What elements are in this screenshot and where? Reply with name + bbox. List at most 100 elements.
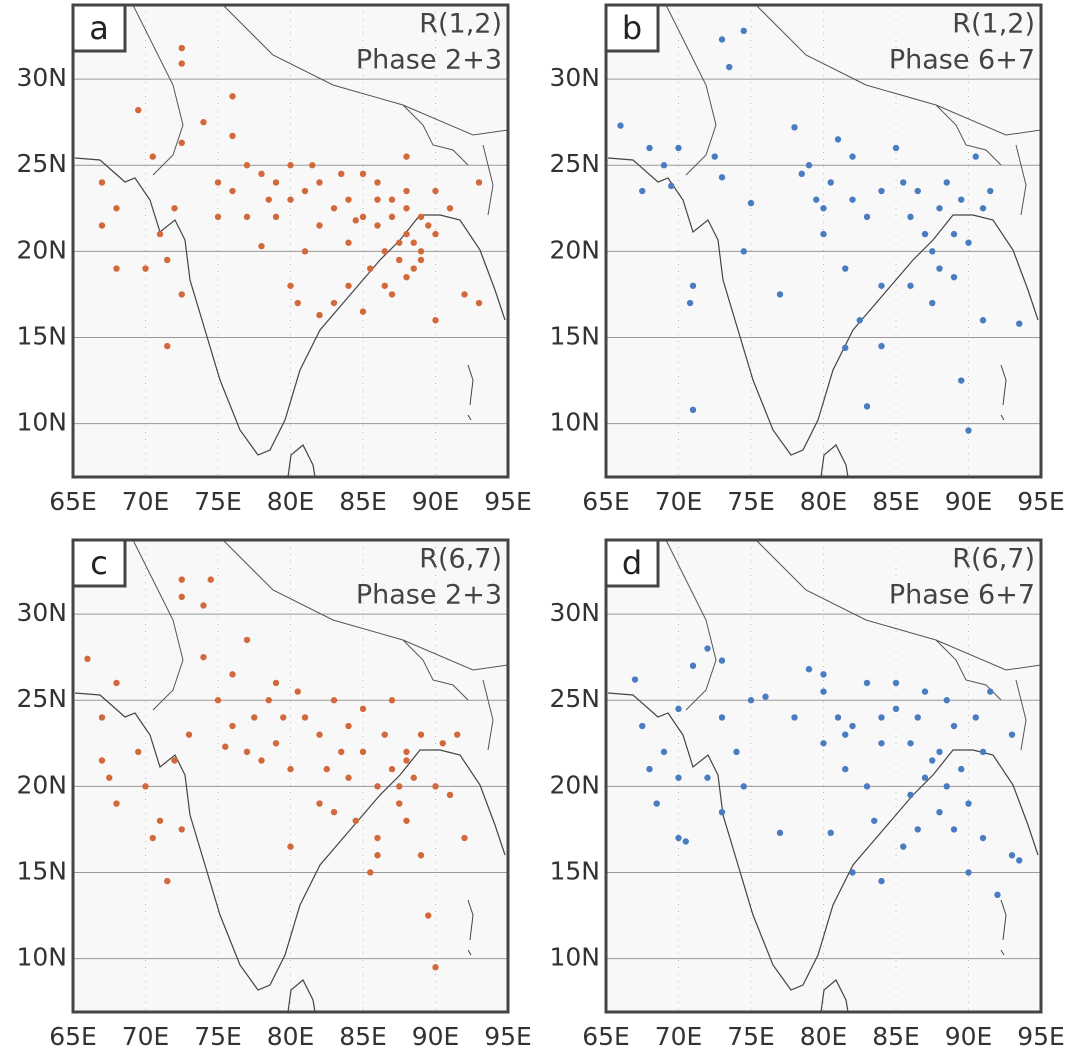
point [200,602,207,609]
point [417,248,425,255]
point [454,731,461,738]
y-tick-label: 25N [16,149,67,178]
point [388,196,396,203]
point [113,205,120,212]
point [987,688,994,695]
y-tick-label: 20N [549,770,600,799]
x-tick-label: 75E [727,487,775,516]
point [403,817,410,824]
point [813,196,820,203]
panel-letter: c [90,544,108,582]
point [330,299,338,307]
point [461,291,468,298]
x-tick-label: 90E [945,1022,993,1051]
point [718,174,726,181]
point [776,291,784,298]
point [660,162,668,169]
y-tick-label: 15N [549,321,600,350]
point [142,265,149,272]
point [309,162,316,169]
point [675,834,682,842]
point [718,36,726,43]
point [914,187,921,195]
point [178,60,185,67]
x-tick-label: 90E [412,487,460,516]
point [820,688,827,695]
y-tick-label: 30N [16,63,67,92]
y-tick-label: 15N [549,856,600,885]
point [929,757,936,764]
point [849,869,856,876]
point [171,205,178,212]
point [330,205,338,212]
point [243,748,251,756]
point [403,757,410,764]
point [338,170,345,178]
point [950,230,958,238]
x-tick-label: 70E [122,487,170,516]
point [856,317,863,324]
frame [71,538,510,1014]
point [965,869,972,876]
point [367,869,374,876]
point [425,222,432,229]
point [403,153,410,160]
point [352,817,359,824]
point [704,645,711,652]
point [156,230,164,238]
panel-title: Phase 2+3 [356,45,502,76]
point [243,213,251,221]
point [229,132,236,140]
point [475,179,483,186]
point [417,213,425,221]
x-tick-label: 75E [194,487,242,516]
point [849,196,856,203]
point [149,153,156,160]
point [740,27,747,35]
y-tick-label: 15N [16,856,67,885]
point [403,230,410,238]
point [936,808,943,816]
point [142,783,149,790]
point [439,740,446,747]
point [791,124,798,131]
point [965,239,972,246]
point [979,205,987,212]
point [689,406,697,414]
point [1008,852,1016,859]
point [374,196,381,203]
x-tick-label: 65E [582,1022,630,1051]
point [726,63,733,71]
x-tick-label: 85E [872,1022,920,1051]
point [417,852,425,859]
point [359,170,367,178]
point [396,800,403,807]
point [287,162,294,169]
point [178,44,185,52]
y-tick-label: 25N [549,684,600,713]
point [200,118,207,126]
x-tick-label: 85E [339,487,387,516]
point [834,714,842,721]
x-tick-label: 95E [484,1022,532,1051]
panel-title: R(6,7) [419,544,502,575]
point [639,722,646,730]
point [338,748,345,756]
point [798,170,805,178]
point [718,808,726,816]
plot-background [73,540,508,1012]
point [345,282,352,289]
point [345,774,352,781]
point [106,774,113,781]
point [849,722,856,730]
point [446,205,454,212]
point [294,299,301,307]
point [718,657,726,664]
point [747,199,755,207]
point [396,239,403,246]
y-tick-label: 25N [549,149,600,178]
point [740,783,747,790]
point [301,187,309,195]
point [987,187,994,195]
